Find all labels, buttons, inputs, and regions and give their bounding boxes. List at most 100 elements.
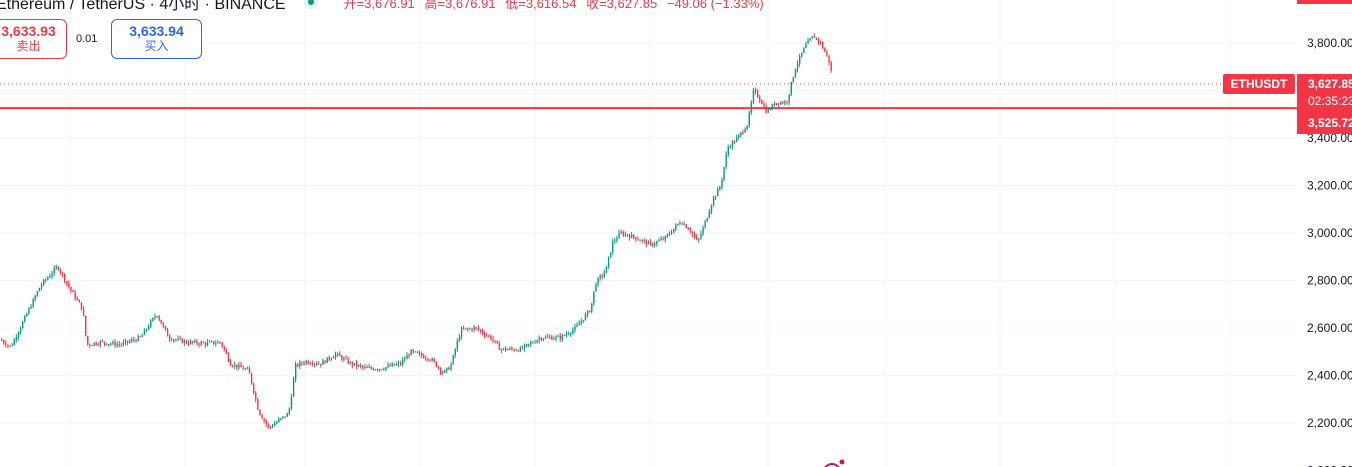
candle-down <box>817 38 820 42</box>
sell-button[interactable]: 3,633.93 卖出 <box>0 19 67 59</box>
candle-down <box>681 223 683 225</box>
buy-price: 3,633.94 <box>129 23 184 39</box>
candle-up <box>534 342 536 344</box>
candle-up <box>473 327 475 331</box>
candle-up <box>129 341 131 343</box>
candle-down <box>303 363 305 365</box>
candle-down <box>64 274 66 282</box>
candle-up <box>666 234 669 237</box>
candle-down <box>82 308 85 316</box>
candle-down <box>691 231 694 234</box>
candle-up <box>807 40 809 44</box>
candle-down <box>425 358 427 360</box>
ohlc-legend: 开=3,676.91 高=3,676.91 低=3,616.54 收=3,627… <box>344 0 770 12</box>
alert-line-price-tag[interactable]: 3,525.72 <box>1297 112 1352 134</box>
candle-down <box>362 365 364 368</box>
candle-up <box>465 328 467 330</box>
candle-down <box>589 310 591 313</box>
candle-down <box>236 364 238 368</box>
candle-down <box>433 358 435 362</box>
candle-up <box>234 364 236 367</box>
candle-down <box>815 37 818 39</box>
candle-up <box>326 357 328 363</box>
candle-up <box>200 342 202 345</box>
candle-up <box>24 316 26 322</box>
candle-up <box>154 316 156 318</box>
candle-up <box>358 365 360 367</box>
candle-down <box>830 62 832 71</box>
candle-up <box>612 241 614 253</box>
candle-down <box>416 351 419 353</box>
candle-up <box>322 360 324 366</box>
candle-up <box>190 341 192 344</box>
candle-up <box>211 341 213 343</box>
candle-down <box>439 367 442 372</box>
candle-up <box>124 340 127 343</box>
candle-up <box>677 223 679 226</box>
candle-down <box>227 353 230 362</box>
candle-up <box>700 233 702 239</box>
candle-up <box>173 339 175 341</box>
symbol-title[interactable]: Ethereum / TetherUS · 4小时 · BINANCE <box>0 0 286 13</box>
candle-down <box>782 102 784 104</box>
candle-up <box>500 349 503 351</box>
candle-down <box>513 349 515 351</box>
candle-up <box>679 223 681 225</box>
candle-up <box>595 284 597 292</box>
candle-up <box>246 368 249 370</box>
candle-down <box>213 341 215 344</box>
candle-down <box>635 237 637 240</box>
candle-up <box>313 363 316 365</box>
candle-up <box>544 336 547 339</box>
candle-up <box>507 349 509 351</box>
candle-down <box>813 36 816 38</box>
candle-up <box>675 225 677 229</box>
candle-down <box>257 399 259 410</box>
candle-up <box>660 238 662 241</box>
candle-down <box>488 335 490 337</box>
candle-down <box>59 269 62 273</box>
candle-up <box>152 317 154 321</box>
candle-up <box>444 370 446 373</box>
candle-up <box>215 343 217 345</box>
candle-down <box>284 416 286 418</box>
candle-up <box>673 228 675 233</box>
candle-down <box>351 362 354 366</box>
settings-gear-icon[interactable] <box>824 463 840 467</box>
candle-down <box>742 132 744 134</box>
candle-up <box>183 340 186 344</box>
candle-up <box>19 328 22 333</box>
candle-down <box>267 423 270 427</box>
spread-value: 0.01 <box>76 33 98 45</box>
candle-up <box>45 279 47 281</box>
candle-up <box>582 320 585 322</box>
candle-up <box>624 234 627 236</box>
ohlc-high: 高=3,676.91 <box>424 0 496 11</box>
candle-up <box>397 362 400 365</box>
candle-up <box>553 338 555 340</box>
candle-up <box>286 413 288 417</box>
buy-button[interactable]: 3,633.94 买入 <box>111 19 202 59</box>
candle-down <box>442 371 444 373</box>
candle-down <box>532 342 534 344</box>
candle-up <box>295 364 297 380</box>
candle-down <box>689 229 692 232</box>
candle-down <box>316 363 318 365</box>
candle-up <box>744 129 746 133</box>
candle-up <box>565 334 568 336</box>
candle-down <box>408 355 410 357</box>
candle-down <box>622 232 624 236</box>
candle-down <box>393 363 396 366</box>
candle-up <box>368 367 370 369</box>
candle-down <box>494 340 496 342</box>
candle-up <box>112 341 114 344</box>
candle-down <box>540 338 543 340</box>
candle-up <box>803 47 805 53</box>
candle-down <box>757 91 759 98</box>
candle-up <box>752 89 755 103</box>
candle-down <box>240 364 242 368</box>
candle-up <box>620 232 622 234</box>
candle-down <box>232 365 234 367</box>
candle-down <box>225 349 228 354</box>
